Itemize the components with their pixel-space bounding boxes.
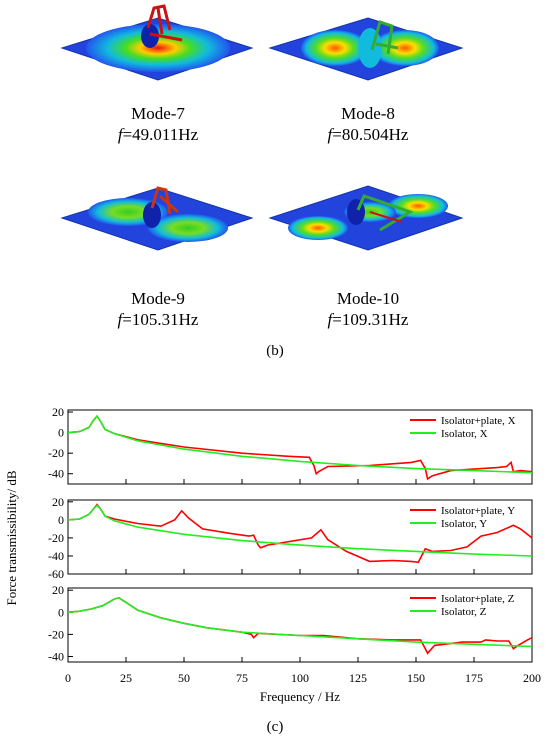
mode-8-label: Mode-8 [341, 104, 395, 123]
mode-10-frequency: f=109.31Hz [327, 310, 409, 329]
mode-10-image [268, 185, 464, 251]
series-line [67, 597, 533, 648]
mode-8-frequency: f=80.504Hz [327, 125, 409, 144]
y-tick-label: 0 [58, 605, 64, 619]
legend-label: Isolator+plate, Z [441, 593, 515, 605]
legend-label: Isolator, X [441, 428, 488, 440]
y-tick-label: 20 [52, 405, 64, 419]
mode-9-image [60, 186, 254, 251]
y-tick-label: -40 [48, 649, 64, 663]
y-tick-label: -20 [48, 627, 64, 641]
x-tick-label: 200 [523, 671, 541, 685]
x-tick-label: 125 [349, 671, 367, 685]
mode-7-label: Mode-7 [131, 104, 185, 123]
y-tick-label: -40 [48, 467, 64, 481]
mode-9-label: Mode-9 [131, 289, 185, 308]
caption-b: (b) [266, 343, 284, 359]
y-tick-label: 20 [52, 583, 64, 597]
legend-label: Isolator, Z [441, 606, 487, 618]
x-tick-label: 50 [178, 671, 190, 685]
y-tick-label: -40 [48, 549, 64, 563]
y-tick-label: 20 [52, 495, 64, 509]
mode-7-image [60, 4, 254, 81]
x-axis-label: Frequency / Hz [260, 689, 340, 704]
series-line [67, 414, 533, 474]
x-tick-label: 150 [407, 671, 425, 685]
legend-label: Isolator+plate, X [441, 415, 516, 427]
x-tick-label: 100 [291, 671, 309, 685]
caption-c: (c) [266, 719, 284, 735]
y-axis-label: Force transmissibility/ dB [4, 470, 19, 605]
x-tick-label: 25 [120, 671, 132, 685]
series-line [67, 504, 533, 557]
legend-label: Isolator, Y [441, 518, 487, 530]
y-tick-label: -20 [48, 446, 64, 460]
mode-9-frequency: f=105.31Hz [117, 310, 199, 329]
x-tick-label: 175 [465, 671, 483, 685]
y-tick-label: -60 [48, 567, 64, 581]
y-tick-label: 0 [58, 513, 64, 527]
mode-7-frequency: f=49.011Hz [117, 125, 199, 144]
mode-10-label: Mode-10 [336, 289, 400, 308]
x-tick-label: 0 [65, 671, 71, 685]
legend-label: Isolator+plate, Y [441, 505, 515, 517]
y-tick-label: 0 [58, 426, 64, 440]
y-tick-label: -20 [48, 531, 64, 545]
mode-8-image [268, 17, 464, 81]
x-tick-label: 75 [236, 671, 248, 685]
mode-shape-figure [60, 4, 464, 251]
